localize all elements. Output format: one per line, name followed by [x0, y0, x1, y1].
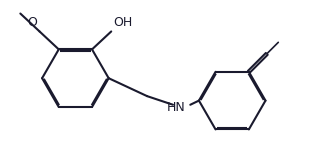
Text: OH: OH [113, 16, 132, 29]
Text: HN: HN [167, 101, 185, 114]
Text: O: O [28, 16, 38, 29]
